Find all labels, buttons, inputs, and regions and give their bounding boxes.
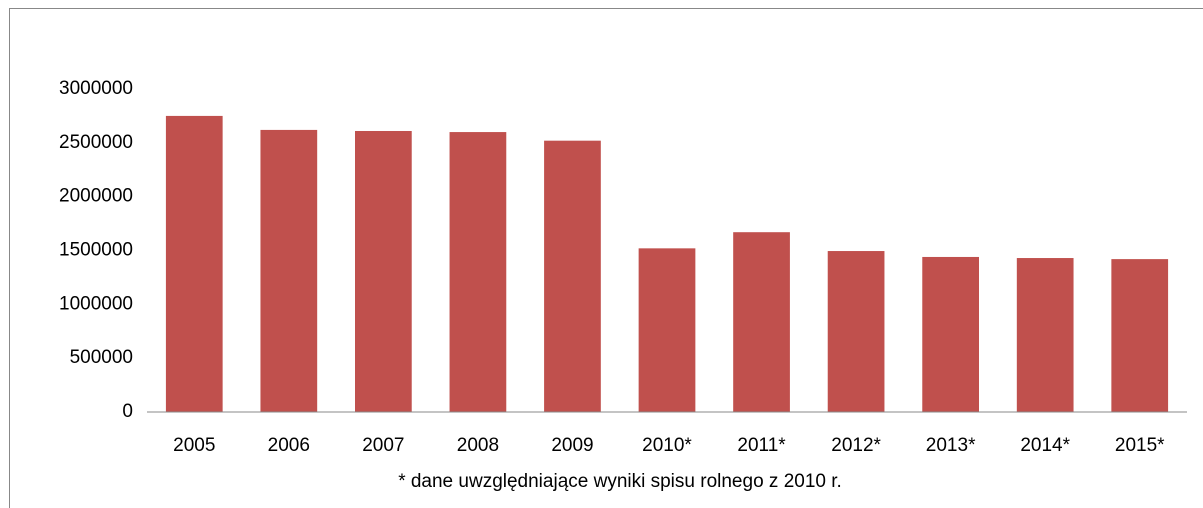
y-tick-label: 3000000 — [59, 78, 133, 99]
bar — [355, 130, 412, 413]
x-tick-label: 2012* — [831, 435, 881, 456]
x-tick-label: 2015* — [1115, 435, 1165, 456]
x-tick-label: 2011* — [737, 435, 786, 456]
x-tick-label: 2007 — [362, 435, 404, 456]
bar — [1016, 258, 1074, 412]
bar — [544, 140, 601, 412]
bar — [1111, 259, 1169, 412]
x-tick-label: 2013* — [926, 435, 976, 456]
y-tick-label: 1000000 — [59, 293, 133, 314]
x-tick-label: 2010* — [642, 435, 692, 456]
bar — [922, 256, 979, 412]
x-tick-label: 2006 — [268, 435, 310, 456]
x-tick-label: 2008 — [457, 435, 499, 456]
bar — [733, 232, 790, 412]
x-tick-label: 2009 — [551, 435, 593, 456]
y-tick-label: 1500000 — [59, 240, 133, 261]
bar — [165, 115, 223, 413]
chart-frame — [9, 8, 1203, 508]
bar — [638, 248, 696, 412]
y-tick-label: 0 — [122, 401, 133, 422]
y-tick-label: 500000 — [70, 347, 133, 368]
y-tick-label: 2500000 — [59, 132, 133, 153]
bar — [449, 132, 507, 413]
x-tick-label: 2014* — [1020, 435, 1070, 456]
y-tick-label: 2000000 — [59, 186, 133, 207]
bar — [260, 129, 318, 412]
bar — [827, 251, 885, 412]
annotation: * dane uwzględniające wyniki spisu rolne… — [398, 471, 842, 492]
x-tick-label: 2005 — [173, 435, 215, 456]
